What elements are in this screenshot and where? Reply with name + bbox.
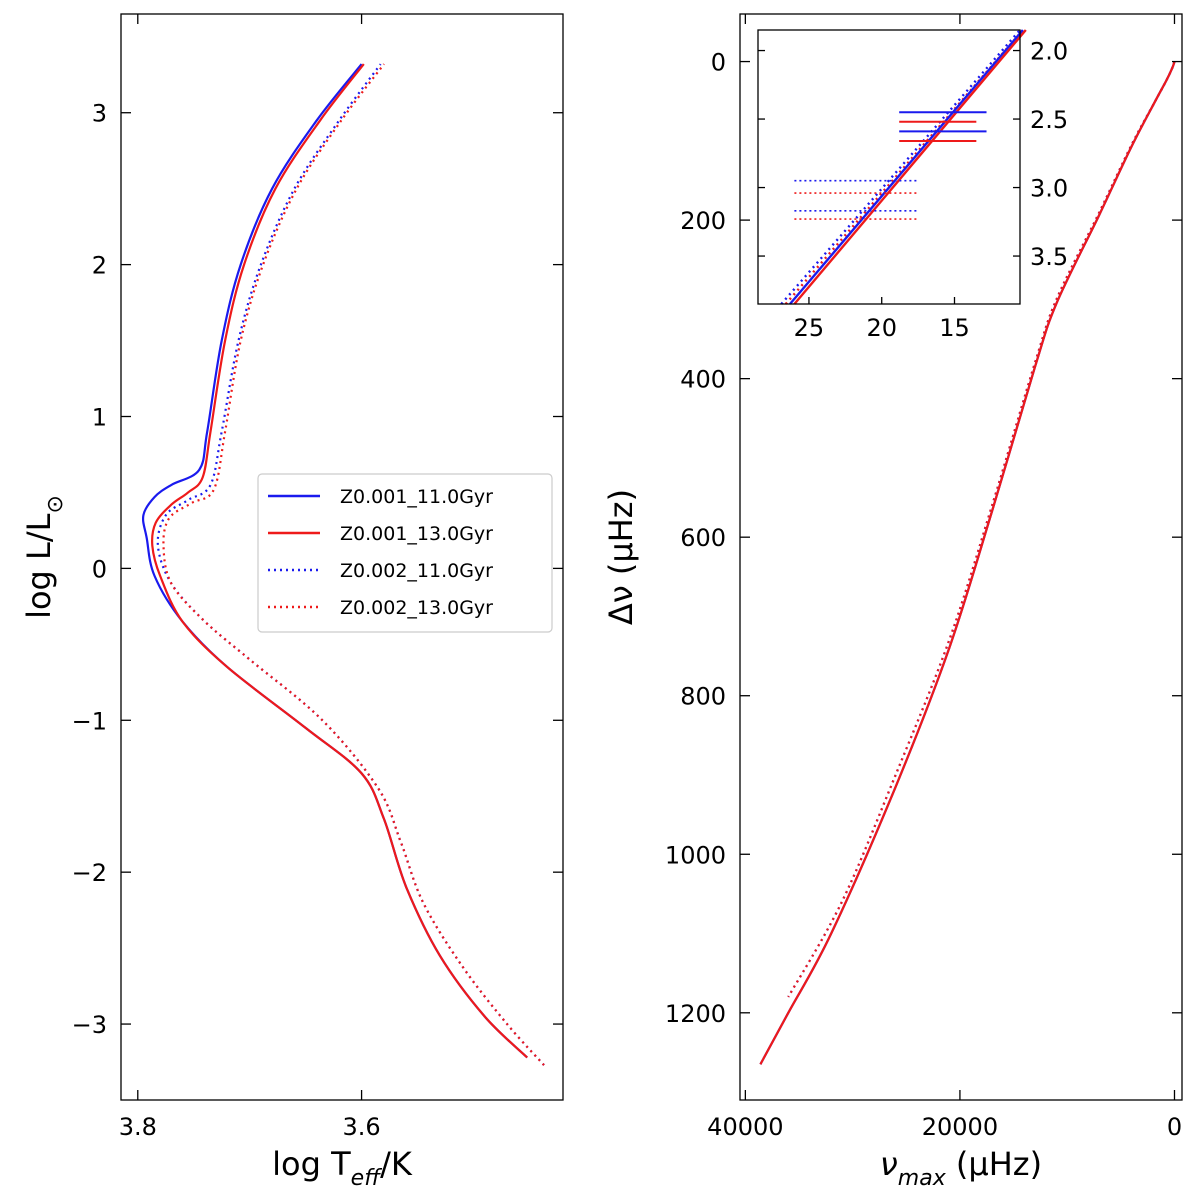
astero-xtick-label-1: 20000 bbox=[922, 1113, 998, 1141]
hr-ticks-group: 3.8 3.6 −3 −2 −1 0 1 2 3 bbox=[72, 14, 563, 1141]
inset-series-z0-001-11-0gyr bbox=[789, 29, 1024, 305]
inset-ticks-group: 25 20 15 2.0 2.5 3.0 3.5 bbox=[758, 38, 1068, 342]
astero-xtick-label-0: 40000 bbox=[707, 1113, 783, 1141]
hr-xtick-label-1: 3.6 bbox=[342, 1113, 380, 1141]
legend-frame bbox=[257, 473, 553, 633]
inset-series-group bbox=[780, 29, 1027, 305]
astero-series-z0-001-13-0gyr bbox=[759, 61, 1176, 1065]
inset-series-z0-001-13-0gyr bbox=[793, 29, 1027, 305]
inset-series-z0-002-11-0gyr bbox=[780, 29, 1021, 305]
hr-ytick-label-1: −2 bbox=[72, 859, 107, 887]
inset-panel: 25 20 15 2.0 2.5 3.0 3.5 bbox=[757, 29, 1068, 342]
legend-label-3: Z0.002_13.0Gyr bbox=[340, 597, 493, 619]
hr-ytick-label-2: −1 bbox=[72, 707, 107, 735]
inset-background bbox=[758, 30, 1020, 304]
hr-ytick-label-4: 1 bbox=[92, 404, 107, 432]
astero-ticks-group: 40000 20000 0 0 200 400 600 800 1000 1200 bbox=[665, 14, 1182, 1141]
legend-label-0: Z0.001_11.0Gyr bbox=[340, 486, 493, 508]
hr-xlabel: log Teff/K bbox=[272, 1145, 413, 1191]
astero-xlabel: νmax (μHz) bbox=[880, 1145, 1042, 1191]
hr-series-z0-002-11-0gyr bbox=[156, 63, 545, 1066]
inset-ytick-label-0: 2.0 bbox=[1030, 38, 1068, 66]
astero-ytick-label-6: 1200 bbox=[665, 1000, 726, 1028]
astero-ylabel: Δν (μHz) bbox=[602, 489, 640, 625]
legend-label-1: Z0.001_13.0Gyr bbox=[340, 523, 493, 545]
hr-diagram-panel: 3.8 3.6 −3 −2 −1 0 1 2 3 log L/L⊙ log Teff/K Z0.… bbox=[20, 13, 564, 1191]
inset-xtick-label-2: 15 bbox=[939, 314, 970, 342]
astero-xtick-label-2: 0 bbox=[1167, 1113, 1182, 1141]
hr-ytick-label-5: 2 bbox=[92, 252, 107, 280]
astero-ytick-label-0: 0 bbox=[711, 49, 726, 77]
hr-legend: Z0.001_11.0Gyr Z0.001_13.0Gyr Z0.002_11.… bbox=[257, 473, 553, 633]
hr-ytick-label-0: −3 bbox=[72, 1011, 107, 1039]
hr-series-z0-001-13-0gyr bbox=[150, 63, 528, 1059]
inset-ytick-label-2: 3.0 bbox=[1030, 175, 1068, 203]
hr-xtick-label-0: 3.8 bbox=[119, 1113, 157, 1141]
hr-ytick-label-3: 0 bbox=[92, 555, 107, 583]
inset-ytick-label-1: 2.5 bbox=[1030, 106, 1068, 134]
astero-ytick-label-2: 400 bbox=[680, 366, 726, 394]
inset-series-z0-002-13-0gyr bbox=[784, 29, 1024, 305]
legend-label-2: Z0.002_11.0Gyr bbox=[340, 560, 493, 582]
astero-plot-frame bbox=[739, 13, 1183, 1101]
inset-ytick-label-3: 3.5 bbox=[1030, 243, 1068, 271]
astero-ytick-label-4: 800 bbox=[680, 683, 726, 711]
hr-ylabel: log L/L⊙ bbox=[20, 495, 68, 619]
inset-frame bbox=[757, 29, 1021, 305]
hr-series-group bbox=[141, 63, 545, 1066]
hr-plot-frame bbox=[120, 13, 564, 1101]
hr-ytick-label-6: 3 bbox=[92, 100, 107, 128]
astero-ytick-label-3: 600 bbox=[680, 524, 726, 552]
astero-series-group bbox=[759, 61, 1176, 1065]
astero-ytick-label-1: 200 bbox=[680, 207, 726, 235]
inset-xtick-label-0: 25 bbox=[794, 314, 825, 342]
astero-diagram-panel: 40000 20000 0 0 200 400 600 800 1000 1200 Δν (μHz… bbox=[602, 13, 1183, 1191]
inset-xtick-label-1: 20 bbox=[866, 314, 897, 342]
astero-ytick-label-5: 1000 bbox=[665, 841, 726, 869]
